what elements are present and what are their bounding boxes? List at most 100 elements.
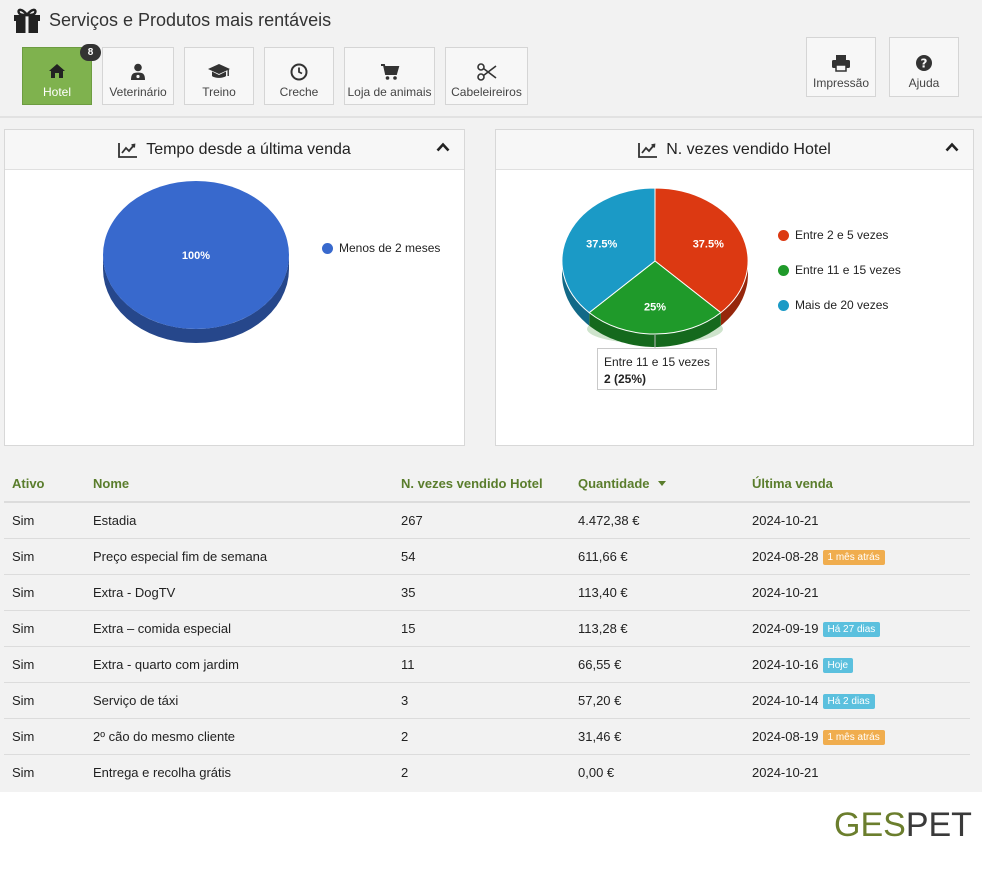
table-row[interactable]: Sim Serviço de táxi 3 57,20 €2024-10-14 Há 2… — [4, 682, 970, 719]
tab-label: Loja de animais — [347, 85, 432, 99]
cell-count: 35 — [393, 574, 570, 611]
tab-hotel[interactable]: Hotel — [22, 47, 92, 105]
tab-label: Cabeleireiros — [451, 85, 522, 99]
help-label: Ajuda — [908, 76, 940, 90]
cell-last-sale: 2024-08-28 1 mês atrás — [744, 538, 970, 575]
shopping-cart-icon — [380, 64, 399, 80]
header-divider — [0, 116, 982, 118]
column-header-amount[interactable]: Quantidade — [570, 466, 744, 503]
cell-last-sale: 2024-10-21 — [744, 502, 970, 539]
pie-slice[interactable] — [561, 187, 656, 314]
pie-slice[interactable] — [588, 260, 722, 335]
cell-name: Preço especial fim de semana — [85, 538, 393, 575]
clock-icon — [290, 63, 308, 81]
tab-treino[interactable]: Treino — [184, 47, 254, 105]
svg-text:?: ? — [921, 57, 928, 71]
doctor-icon — [131, 63, 145, 80]
services-table: Ativo Nome N. vezes vendido Hotel Quanti… — [4, 466, 970, 790]
cell-name: Extra - DogTV — [85, 574, 393, 611]
printer-icon — [832, 55, 850, 72]
cell-count: 3 — [393, 682, 570, 719]
pie-slice-side — [589, 312, 721, 347]
tooltip-value: 2 (25%) — [604, 372, 647, 386]
chart-tooltip: Entre 11 e 15 vezes 2 (25%) — [597, 348, 717, 390]
chart-title: Tempo desde a última venda — [146, 140, 351, 158]
legend-label: Menos de 2 meses — [339, 241, 441, 255]
table-row[interactable]: Sim 2º cão do mesmo cliente 2 31,46 €2024-0… — [4, 718, 970, 755]
page-header: Serviços e Produtos mais rentáveis — [12, 6, 331, 34]
cell-amount: 113,28 € — [570, 610, 744, 647]
line-chart-icon — [118, 142, 138, 158]
chart-title: N. vezes vendido Hotel — [666, 140, 831, 158]
cell-active: Sim — [4, 682, 85, 719]
panel-header: N. vezes vendido Hotel — [496, 130, 973, 170]
tab-label: Veterinário — [109, 85, 167, 99]
legend-label: Entre 2 e 5 vezes — [795, 228, 889, 242]
cell-last-sale: 2024-10-21 — [744, 574, 970, 611]
cell-count: 11 — [393, 646, 570, 683]
relative-time-badge: Hoje — [822, 657, 854, 673]
table-row[interactable]: Sim Preço especial fim de semana 54 611,66 … — [4, 538, 970, 575]
last-sale-date: 2024-10-21 — [752, 585, 819, 600]
tab-creche[interactable]: Creche — [264, 47, 334, 105]
cell-active: Sim — [4, 718, 85, 755]
last-sale-date: 2024-08-19 — [752, 728, 819, 744]
pie-slice[interactable] — [103, 181, 289, 329]
table-row[interactable]: Sim Estadia 267 4.472,38 € 2024-10-21 — [4, 502, 970, 539]
cell-amount: 611,66 € — [570, 538, 744, 575]
graduation-cap-icon — [208, 64, 230, 78]
scissors-icon — [476, 63, 496, 81]
tab-label: Treino — [202, 85, 236, 99]
home-icon — [49, 64, 65, 78]
relative-time-badge: 1 mês atrás — [822, 729, 885, 745]
tab-loja-de-animais[interactable]: Loja de animais — [344, 47, 435, 105]
cell-amount: 57,20 € — [570, 682, 744, 719]
gespet-logo: GESPET — [834, 806, 972, 844]
tab-cabeleireiros[interactable]: Cabeleireiros — [445, 47, 528, 105]
pie-slice-label: 37.5% — [693, 239, 724, 251]
cell-count: 15 — [393, 610, 570, 647]
tab-label: Creche — [279, 85, 319, 99]
legend-label: Entre 11 e 15 vezes — [795, 263, 901, 277]
cell-amount: 66,55 € — [570, 646, 744, 683]
page-title: Serviços e Produtos mais rentáveis — [49, 9, 332, 30]
print-button[interactable]: Impressão — [806, 37, 876, 97]
last-sale-date: 2024-10-16 — [752, 656, 819, 672]
chevron-up-icon[interactable] — [436, 142, 450, 152]
table-header-row: Ativo Nome N. vezes vendido Hotel Quanti… — [4, 466, 970, 503]
cell-name: Entrega e recolha grátis — [93, 765, 232, 780]
cell-active: Sim — [4, 502, 85, 539]
table-row[interactable]: Sim Extra - quarto com jardim 11 66,55 €202… — [4, 646, 970, 683]
relative-time-badge: 1 mês atrás — [822, 549, 885, 565]
legend-item: Entre 2 e 5 vezes — [778, 228, 888, 242]
pie-slice-label: 37.5% — [586, 239, 617, 251]
print-label: Impressão — [812, 76, 870, 90]
table-row[interactable]: Sim Extra - DogTV 35 113,40 € 2024-10-21 — [4, 574, 970, 611]
column-header-count[interactable]: N. vezes vendido Hotel — [393, 466, 570, 503]
cell-name: Serviço de táxi — [85, 682, 393, 719]
tab-veterinario[interactable]: Veterinário — [102, 47, 174, 105]
legend-dot — [322, 242, 333, 254]
cell-name: Extra – comida especial — [85, 610, 393, 647]
pie-slice-side — [562, 258, 590, 326]
column-header-last-sale[interactable]: Última venda — [744, 466, 970, 503]
column-header-active[interactable]: Ativo — [4, 466, 85, 503]
cell-last-sale: 2024-08-19 1 mês atrás — [744, 718, 970, 755]
panel-header: Tempo desde a última venda — [5, 130, 464, 170]
pie-slice[interactable] — [654, 187, 749, 314]
help-button[interactable]: ? Ajuda — [889, 37, 959, 97]
chevron-up-icon[interactable] — [945, 142, 959, 152]
tab-label: Hotel — [42, 85, 71, 99]
pie-slice-label: 25% — [644, 301, 666, 313]
legend-item: Menos de 2 meses — [322, 241, 440, 255]
tooltip-title: Entre 11 e 15 vezes — [604, 355, 710, 369]
cell-amount: 4.472,38 € — [570, 502, 744, 539]
sort-desc-icon — [657, 481, 666, 486]
cell-count: 267 — [393, 502, 570, 539]
cell-amount: 0,00 € — [578, 765, 615, 780]
legend-label: Mais de 20 vezes — [795, 298, 889, 312]
column-header-name[interactable]: Nome — [85, 466, 393, 503]
table-row[interactable]: Sim Extra – comida especial 15 113,28 €2024… — [4, 610, 970, 647]
table-row[interactable]: Sim Entrega e recolha grátis 2 0,00 € 2024-1… — [4, 755, 970, 791]
cell-active: Sim — [12, 765, 35, 780]
